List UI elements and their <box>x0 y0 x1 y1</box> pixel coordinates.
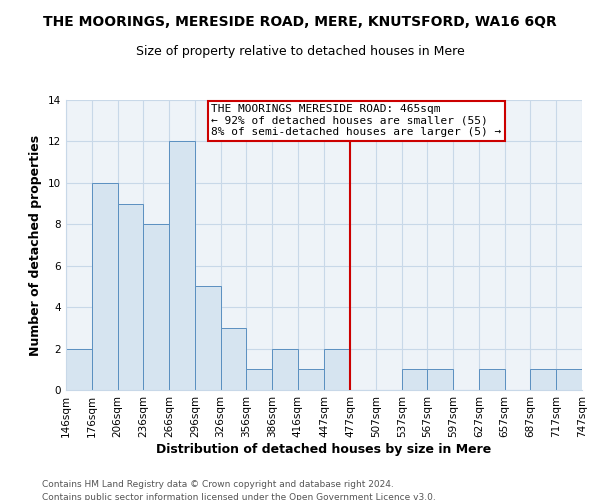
Text: Contains public sector information licensed under the Open Government Licence v3: Contains public sector information licen… <box>42 492 436 500</box>
Bar <box>402 370 427 390</box>
Text: Contains HM Land Registry data © Crown copyright and database right 2024.: Contains HM Land Registry data © Crown c… <box>42 480 394 489</box>
Bar <box>556 370 582 390</box>
Bar <box>195 286 221 390</box>
Bar <box>530 370 556 390</box>
Bar <box>298 370 325 390</box>
X-axis label: Distribution of detached houses by size in Mere: Distribution of detached houses by size … <box>157 442 491 456</box>
Y-axis label: Number of detached properties: Number of detached properties <box>29 134 43 356</box>
Text: Size of property relative to detached houses in Mere: Size of property relative to detached ho… <box>136 45 464 58</box>
Bar <box>143 224 169 390</box>
Bar <box>246 370 272 390</box>
Bar <box>325 348 350 390</box>
Bar <box>272 348 298 390</box>
Bar <box>427 370 453 390</box>
Bar <box>118 204 143 390</box>
Text: THE MOORINGS, MERESIDE ROAD, MERE, KNUTSFORD, WA16 6QR: THE MOORINGS, MERESIDE ROAD, MERE, KNUTS… <box>43 15 557 29</box>
Bar <box>169 142 195 390</box>
Bar <box>66 348 92 390</box>
Bar <box>92 183 118 390</box>
Bar <box>221 328 246 390</box>
Text: THE MOORINGS MERESIDE ROAD: 465sqm
← 92% of detached houses are smaller (55)
8% : THE MOORINGS MERESIDE ROAD: 465sqm ← 92%… <box>211 104 502 138</box>
Bar <box>479 370 505 390</box>
